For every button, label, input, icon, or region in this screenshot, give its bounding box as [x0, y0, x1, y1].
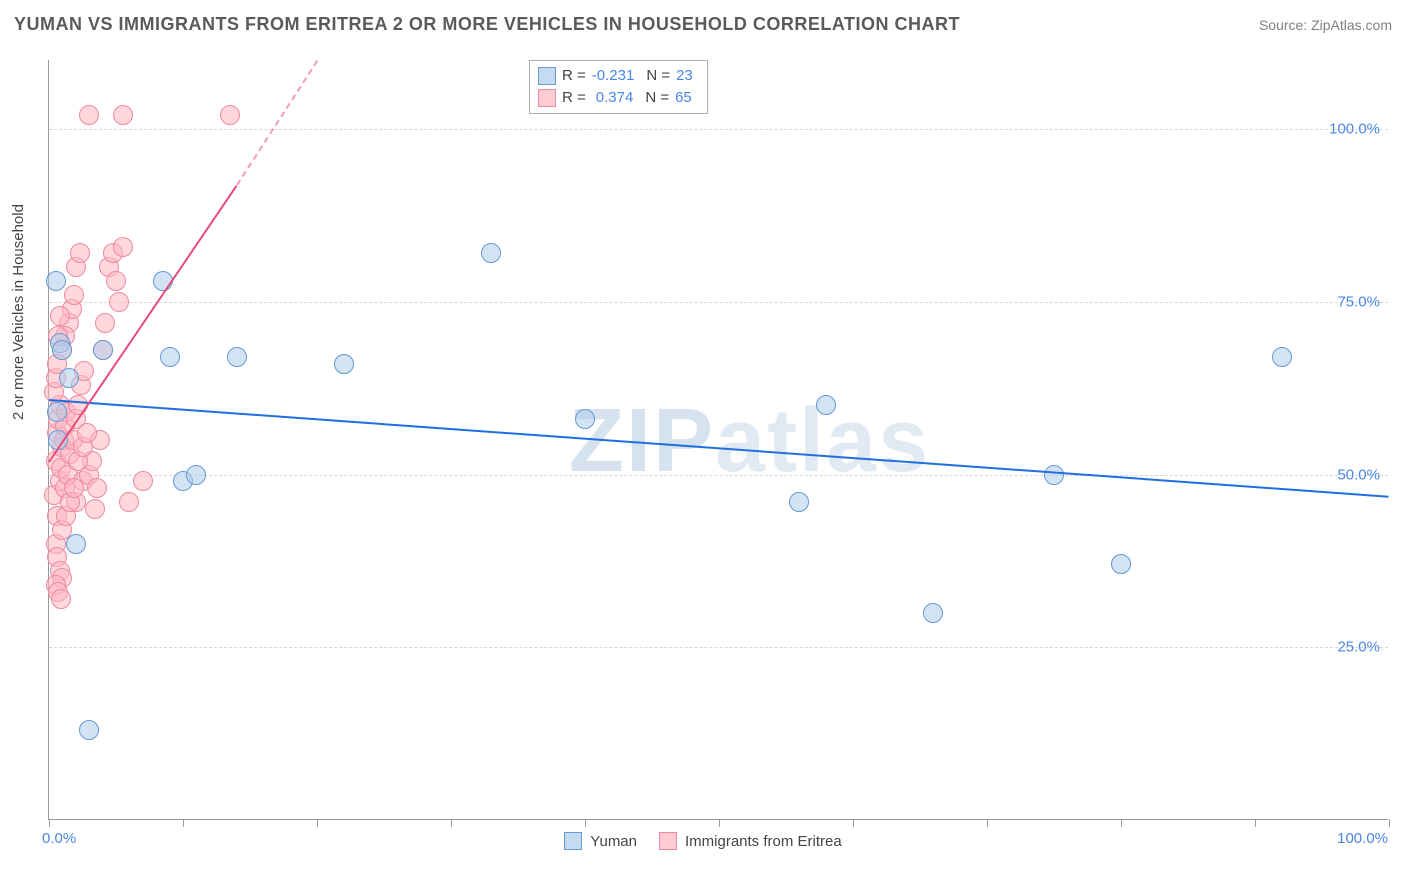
- y-tick-label: 75.0%: [1337, 293, 1380, 310]
- x-tick: [853, 819, 854, 827]
- data-point: [1044, 465, 1064, 485]
- swatch-blue-icon: [564, 832, 582, 850]
- data-point: [47, 402, 67, 422]
- legend-row-yuman: R = -0.231 N = 23: [538, 65, 699, 87]
- gridline: [49, 302, 1388, 303]
- x-tick: [183, 819, 184, 827]
- data-point: [85, 499, 105, 519]
- scatter-plot: ZIPatlas R = -0.231 N = 23 R = 0.374 N =…: [48, 60, 1388, 820]
- y-tick-label: 100.0%: [1329, 121, 1380, 138]
- data-point: [106, 271, 126, 291]
- gridline: [49, 475, 1388, 476]
- data-point: [79, 720, 99, 740]
- data-point: [133, 471, 153, 491]
- data-point: [87, 478, 107, 498]
- x-tick: [585, 819, 586, 827]
- data-point: [789, 492, 809, 512]
- data-point: [64, 285, 84, 305]
- y-axis-label: 2 or more Vehicles in Household: [10, 204, 27, 420]
- gridline: [49, 647, 1388, 648]
- data-point: [816, 395, 836, 415]
- x-tick: [1121, 819, 1122, 827]
- legend-row-eritrea: R = 0.374 N = 65: [538, 87, 699, 109]
- legend-item-yuman: Yuman: [564, 832, 637, 850]
- y-tick-label: 50.0%: [1337, 466, 1380, 483]
- data-point: [70, 243, 90, 263]
- r-value-yuman: -0.231: [592, 65, 635, 87]
- data-point: [334, 354, 354, 374]
- chart-title: YUMAN VS IMMIGRANTS FROM ERITREA 2 OR MO…: [14, 14, 960, 35]
- x-tick: [1389, 819, 1390, 827]
- header: YUMAN VS IMMIGRANTS FROM ERITREA 2 OR MO…: [14, 14, 1392, 35]
- data-point: [77, 423, 97, 443]
- data-point: [186, 465, 206, 485]
- data-point: [923, 603, 943, 623]
- n-value-yuman: 23: [676, 65, 693, 87]
- trendline-yuman: [49, 399, 1389, 498]
- data-point: [50, 306, 70, 326]
- x-tick: [987, 819, 988, 827]
- data-point: [1272, 347, 1292, 367]
- data-point: [481, 243, 501, 263]
- data-point: [1111, 554, 1131, 574]
- n-value-eritrea: 65: [675, 87, 692, 109]
- x-tick: [719, 819, 720, 827]
- gridline: [49, 129, 1388, 130]
- x-tick: [451, 819, 452, 827]
- data-point: [79, 105, 99, 125]
- data-point: [93, 340, 113, 360]
- x-tick: [317, 819, 318, 827]
- data-point: [95, 313, 115, 333]
- r-value-eritrea: 0.374: [596, 87, 634, 109]
- data-point: [113, 237, 133, 257]
- data-point: [119, 492, 139, 512]
- data-point: [113, 105, 133, 125]
- y-tick-label: 25.0%: [1337, 639, 1380, 656]
- trendline-eritrea-dashed: [236, 60, 318, 185]
- swatch-blue-icon: [538, 67, 556, 85]
- data-point: [46, 271, 66, 291]
- swatch-pink-icon: [659, 832, 677, 850]
- data-point: [220, 105, 240, 125]
- series-legend: Yuman Immigrants from Eritrea: [0, 832, 1406, 850]
- data-point: [66, 534, 86, 554]
- correlation-legend: R = -0.231 N = 23 R = 0.374 N = 65: [529, 60, 708, 114]
- legend-item-eritrea: Immigrants from Eritrea: [659, 832, 842, 850]
- swatch-pink-icon: [538, 89, 556, 107]
- x-tick: [49, 819, 50, 827]
- data-point: [575, 409, 595, 429]
- data-point: [64, 478, 84, 498]
- data-point: [51, 589, 71, 609]
- data-point: [59, 368, 79, 388]
- x-tick: [1255, 819, 1256, 827]
- data-point: [227, 347, 247, 367]
- source-attribution: Source: ZipAtlas.com: [1259, 17, 1392, 33]
- data-point: [109, 292, 129, 312]
- data-point: [52, 340, 72, 360]
- data-point: [160, 347, 180, 367]
